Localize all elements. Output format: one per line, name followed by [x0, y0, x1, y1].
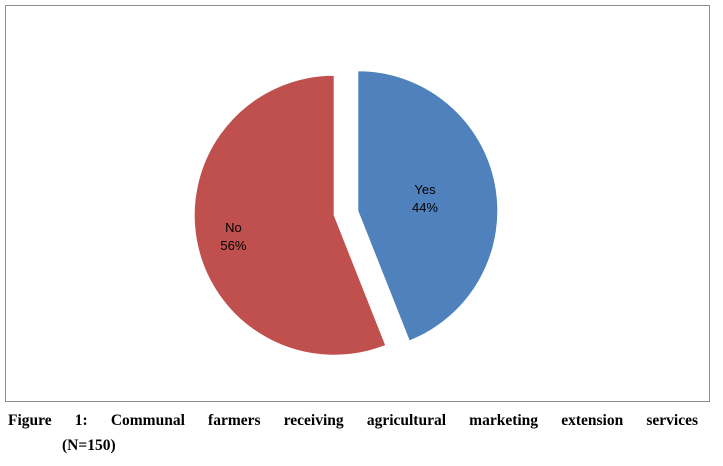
caption-word: services [646, 412, 698, 429]
caption-word: agricultural [366, 412, 447, 429]
pie-slice-no [193, 74, 387, 356]
chart-frame: Yes 44% No 56% [5, 5, 710, 402]
slice-percent-yes: 44% [412, 200, 438, 215]
caption-line-1: Figure 1: Communal farmers receiving agricult… [8, 408, 698, 433]
caption-word: Communal [110, 412, 185, 429]
slice-label-yes: Yes [414, 182, 436, 197]
figure-caption: Figure 1: Communal farmers receiving agricult… [8, 408, 698, 458]
pie-chart: Yes 44% No 56% [193, 70, 499, 356]
caption-line-2: (N=150) [62, 437, 116, 454]
caption-word: receiving [283, 412, 344, 429]
caption-word: Figure [8, 412, 52, 429]
slice-label-no: No [225, 220, 242, 235]
caption-word: marketing [469, 412, 539, 429]
pie-slice-yes [357, 70, 499, 342]
caption-word: farmers [208, 412, 261, 429]
slice-percent-no: 56% [220, 238, 246, 253]
caption-word: extension [561, 412, 624, 429]
caption-word: 1: [74, 412, 88, 429]
